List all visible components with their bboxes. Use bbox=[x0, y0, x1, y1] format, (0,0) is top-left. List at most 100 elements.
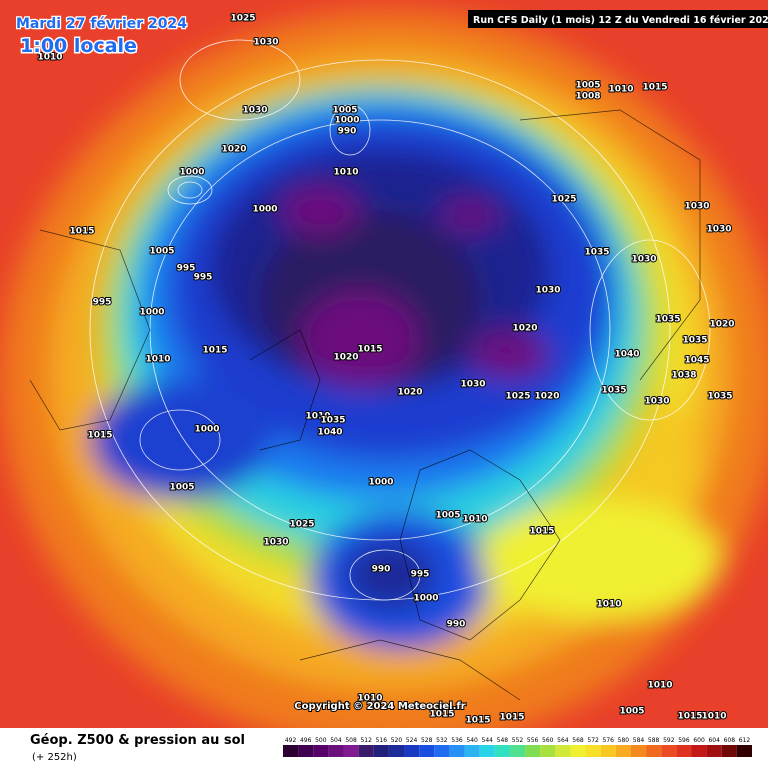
isobar-label: 990 bbox=[372, 565, 391, 575]
scale-label: 496 bbox=[300, 737, 312, 744]
isobar-label: 1000 bbox=[368, 478, 393, 488]
scale-swatch bbox=[555, 745, 571, 757]
scale-swatch bbox=[328, 745, 344, 757]
isobar-label: 1015 bbox=[529, 527, 554, 537]
isobar-label: 1000 bbox=[334, 116, 359, 126]
scale-label: 500 bbox=[315, 737, 327, 744]
scale-swatch bbox=[449, 745, 465, 757]
scale-swatch bbox=[509, 745, 526, 757]
scale-swatch bbox=[540, 745, 556, 757]
scale-swatch bbox=[736, 745, 752, 757]
isobar-label: 1030 bbox=[242, 106, 267, 116]
scale-label: 524 bbox=[406, 737, 418, 744]
isobar-label: 1015 bbox=[677, 712, 702, 722]
isobar-label: 1015 bbox=[87, 431, 112, 441]
isobar-label: 1030 bbox=[631, 255, 656, 265]
isobar-label: 1005 bbox=[149, 247, 174, 257]
scale-swatch bbox=[298, 745, 314, 757]
isobar-label: 1020 bbox=[512, 324, 537, 334]
isobar-label: 1038 bbox=[671, 371, 696, 381]
scale-label: 600 bbox=[693, 737, 705, 744]
scale-swatch bbox=[404, 745, 420, 757]
scale-label: 516 bbox=[376, 737, 388, 744]
isobar-label: 1020 bbox=[397, 388, 422, 398]
scale-swatch bbox=[464, 745, 480, 757]
scale-label: 536 bbox=[451, 737, 463, 744]
isobar-label: 1000 bbox=[194, 425, 219, 435]
scale-label: 572 bbox=[587, 737, 599, 744]
copyright: Copyright © 2024 Meteociel.fr bbox=[294, 701, 465, 712]
run-info: Run CFS Daily (1 mois) 12 Z du Vendredi … bbox=[473, 15, 768, 26]
scale-label: 504 bbox=[330, 737, 342, 744]
footer-title: Géop. Z500 & pression au sol bbox=[30, 733, 245, 748]
scale-swatch bbox=[691, 745, 707, 757]
isobar-label: 1010 bbox=[647, 681, 672, 691]
isobar-label: 995 bbox=[177, 264, 196, 274]
isobar-label: 1025 bbox=[230, 14, 255, 24]
scale-swatch bbox=[343, 745, 359, 757]
scale-label: 604 bbox=[708, 737, 720, 744]
isobar-label: 1030 bbox=[706, 225, 731, 235]
isobar-label: 1025 bbox=[289, 520, 314, 530]
isobar-label: 1030 bbox=[263, 538, 288, 548]
isobar-label: 1005 bbox=[169, 483, 194, 493]
isobar-label: 1010 bbox=[305, 412, 330, 422]
isobar-label: 1020 bbox=[221, 145, 246, 155]
isobar-label: 1030 bbox=[253, 38, 278, 48]
scale-label: 568 bbox=[572, 737, 584, 744]
scale-swatch bbox=[388, 745, 405, 757]
scale-swatch bbox=[646, 745, 662, 757]
scale-swatch bbox=[479, 745, 495, 757]
isobar-label: 1010 bbox=[462, 515, 487, 525]
isobar-label: 1010 bbox=[145, 355, 170, 365]
isobar-label: 1010 bbox=[37, 53, 62, 63]
scale-label: 592 bbox=[663, 737, 675, 744]
isobar-label: 1005 bbox=[435, 511, 460, 521]
map-time: 1:00 locale bbox=[20, 35, 137, 57]
scale-label: 608 bbox=[724, 737, 736, 744]
scale-swatch bbox=[313, 745, 329, 757]
isobar-label: 1015 bbox=[429, 710, 454, 720]
scale-label: 588 bbox=[648, 737, 660, 744]
scale-label: 580 bbox=[618, 737, 630, 744]
isobar-label: 1025 bbox=[505, 392, 530, 402]
isobar-label: 1020 bbox=[333, 353, 358, 363]
isobar-label: 1030 bbox=[535, 286, 560, 296]
isobar-label: 1035 bbox=[584, 248, 609, 258]
scale-swatch bbox=[494, 745, 510, 757]
map-background bbox=[0, 0, 768, 750]
scale-swatch bbox=[283, 745, 299, 757]
isobar-label: 1020 bbox=[709, 320, 734, 330]
scale-label: 508 bbox=[345, 737, 357, 744]
isobar-label: 995 bbox=[93, 298, 112, 308]
scale-swatch bbox=[721, 745, 737, 757]
scale-label: 576 bbox=[603, 737, 615, 744]
isobar-label: 1025 bbox=[551, 195, 576, 205]
scale-label: 556 bbox=[527, 737, 539, 744]
isobar-label: 1008 bbox=[575, 92, 600, 102]
scale-swatch bbox=[525, 745, 541, 757]
isobar-label: 1040 bbox=[614, 350, 639, 360]
isobar-label: 1010 bbox=[333, 168, 358, 178]
isobar-label: 1015 bbox=[499, 713, 524, 723]
isobar-label: 1045 bbox=[684, 356, 709, 366]
isobar-label: 1000 bbox=[252, 205, 277, 215]
scale-label: 520 bbox=[391, 737, 403, 744]
isobar-label: 1030 bbox=[460, 380, 485, 390]
isobar-label: 1040 bbox=[317, 428, 342, 438]
footer-subtitle: (+ 252h) bbox=[32, 752, 77, 763]
map-date: Mardi 27 février 2024 bbox=[16, 16, 187, 32]
isobar-label: 1010 bbox=[357, 694, 382, 704]
color-scale: 492 496 500 504 508 512 516 520 524 528 532 536 540 5… bbox=[283, 737, 752, 757]
isobar-label: 1005 bbox=[332, 106, 357, 116]
isobar-label: 1035 bbox=[655, 315, 680, 325]
scale-swatch bbox=[358, 745, 374, 757]
isobar-label: 995 bbox=[194, 273, 213, 283]
isobar-label: 1005 bbox=[575, 81, 600, 91]
scale-swatch bbox=[570, 745, 586, 757]
isobar-label: 1010 bbox=[596, 600, 621, 610]
run-box bbox=[468, 10, 768, 28]
scale-label: 540 bbox=[466, 737, 478, 744]
isobar-label: 1005 bbox=[619, 707, 644, 717]
